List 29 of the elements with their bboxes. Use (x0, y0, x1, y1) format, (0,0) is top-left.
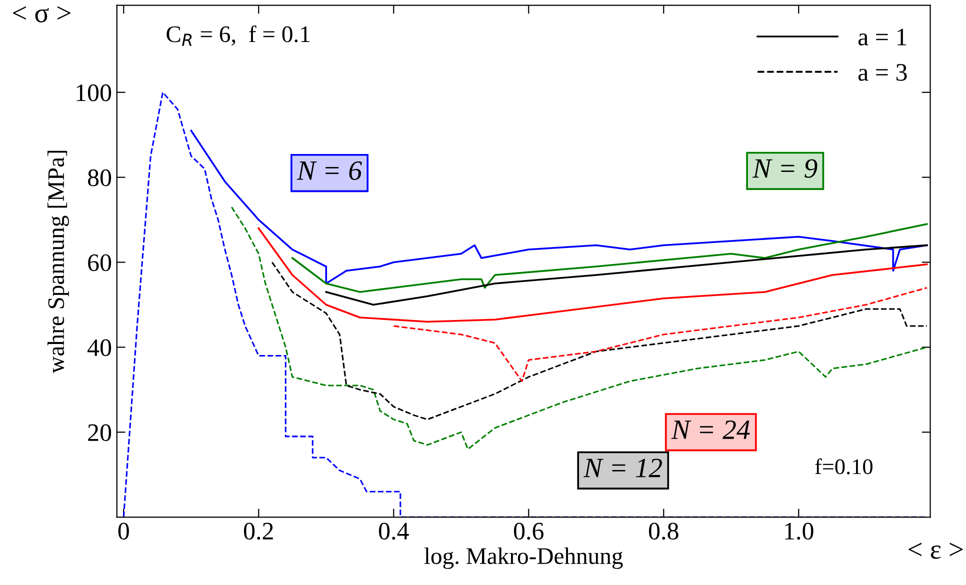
x-tick-label: 0.4 (378, 522, 409, 540)
x-tick-label: 0 (118, 522, 129, 540)
text: < ε > (908, 542, 963, 559)
y-tick-label: 40 (88, 339, 112, 356)
annotation: f=0.10 (815, 458, 872, 474)
x-axis-title: log. Makro-Dehnung (424, 547, 623, 569)
line-series (271, 262, 928, 420)
y-tick-label: 100 (76, 84, 112, 102)
line-series (291, 223, 928, 293)
x-tick-label: 1.0 (785, 522, 814, 540)
y-tick-label: 60 (88, 254, 112, 272)
x-tick-label: 0.2 (244, 522, 273, 540)
line-series (190, 130, 928, 284)
y-tick-label: 20 (88, 424, 112, 442)
x-tick-label: 0.6 (514, 522, 544, 540)
line-series (230, 206, 928, 450)
x-tick-label: 0.8 (648, 522, 678, 540)
legend-label: a = 3 (858, 64, 907, 81)
annotation: N = 9 (752, 159, 818, 178)
text: < σ > (12, 6, 70, 22)
line-series (392, 286, 928, 382)
annotation: N = 24 (671, 420, 750, 439)
annotation: N = 6 (296, 161, 362, 180)
annotation: C$_{R}$ = 6, f = 0.1 (166, 25, 310, 46)
y-axis-title: wahre Spannung [MPa] (47, 150, 69, 374)
line-series (258, 227, 928, 323)
y-tick-label: 80 (88, 169, 112, 186)
annotation: N = 12 (583, 458, 662, 478)
legend-label: a = 1 (858, 28, 906, 46)
